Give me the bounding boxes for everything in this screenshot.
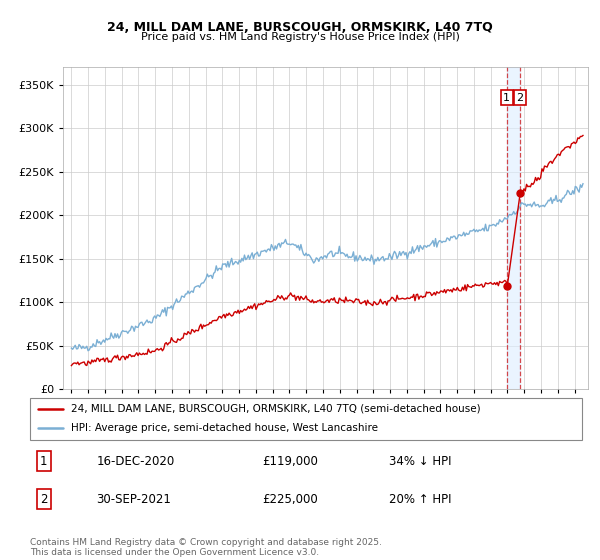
Text: £119,000: £119,000 — [262, 455, 318, 468]
Text: 1: 1 — [503, 92, 511, 102]
Text: Price paid vs. HM Land Registry's House Price Index (HPI): Price paid vs. HM Land Registry's House … — [140, 32, 460, 43]
Text: 30-SEP-2021: 30-SEP-2021 — [96, 493, 171, 506]
Bar — [507, 67, 520, 389]
Text: 16-DEC-2020: 16-DEC-2020 — [96, 455, 175, 468]
Text: 2: 2 — [40, 493, 47, 506]
Text: Contains HM Land Registry data © Crown copyright and database right 2025.
This d: Contains HM Land Registry data © Crown c… — [30, 538, 382, 557]
Text: 34% ↓ HPI: 34% ↓ HPI — [389, 455, 451, 468]
Text: 24, MILL DAM LANE, BURSCOUGH, ORMSKIRK, L40 7TQ: 24, MILL DAM LANE, BURSCOUGH, ORMSKIRK, … — [107, 21, 493, 34]
FancyBboxPatch shape — [30, 398, 582, 440]
Text: HPI: Average price, semi-detached house, West Lancashire: HPI: Average price, semi-detached house,… — [71, 423, 379, 433]
Text: 20% ↑ HPI: 20% ↑ HPI — [389, 493, 451, 506]
Text: 24, MILL DAM LANE, BURSCOUGH, ORMSKIRK, L40 7TQ (semi-detached house): 24, MILL DAM LANE, BURSCOUGH, ORMSKIRK, … — [71, 404, 481, 414]
Text: 2: 2 — [517, 92, 524, 102]
Text: £225,000: £225,000 — [262, 493, 317, 506]
Text: 1: 1 — [40, 455, 47, 468]
